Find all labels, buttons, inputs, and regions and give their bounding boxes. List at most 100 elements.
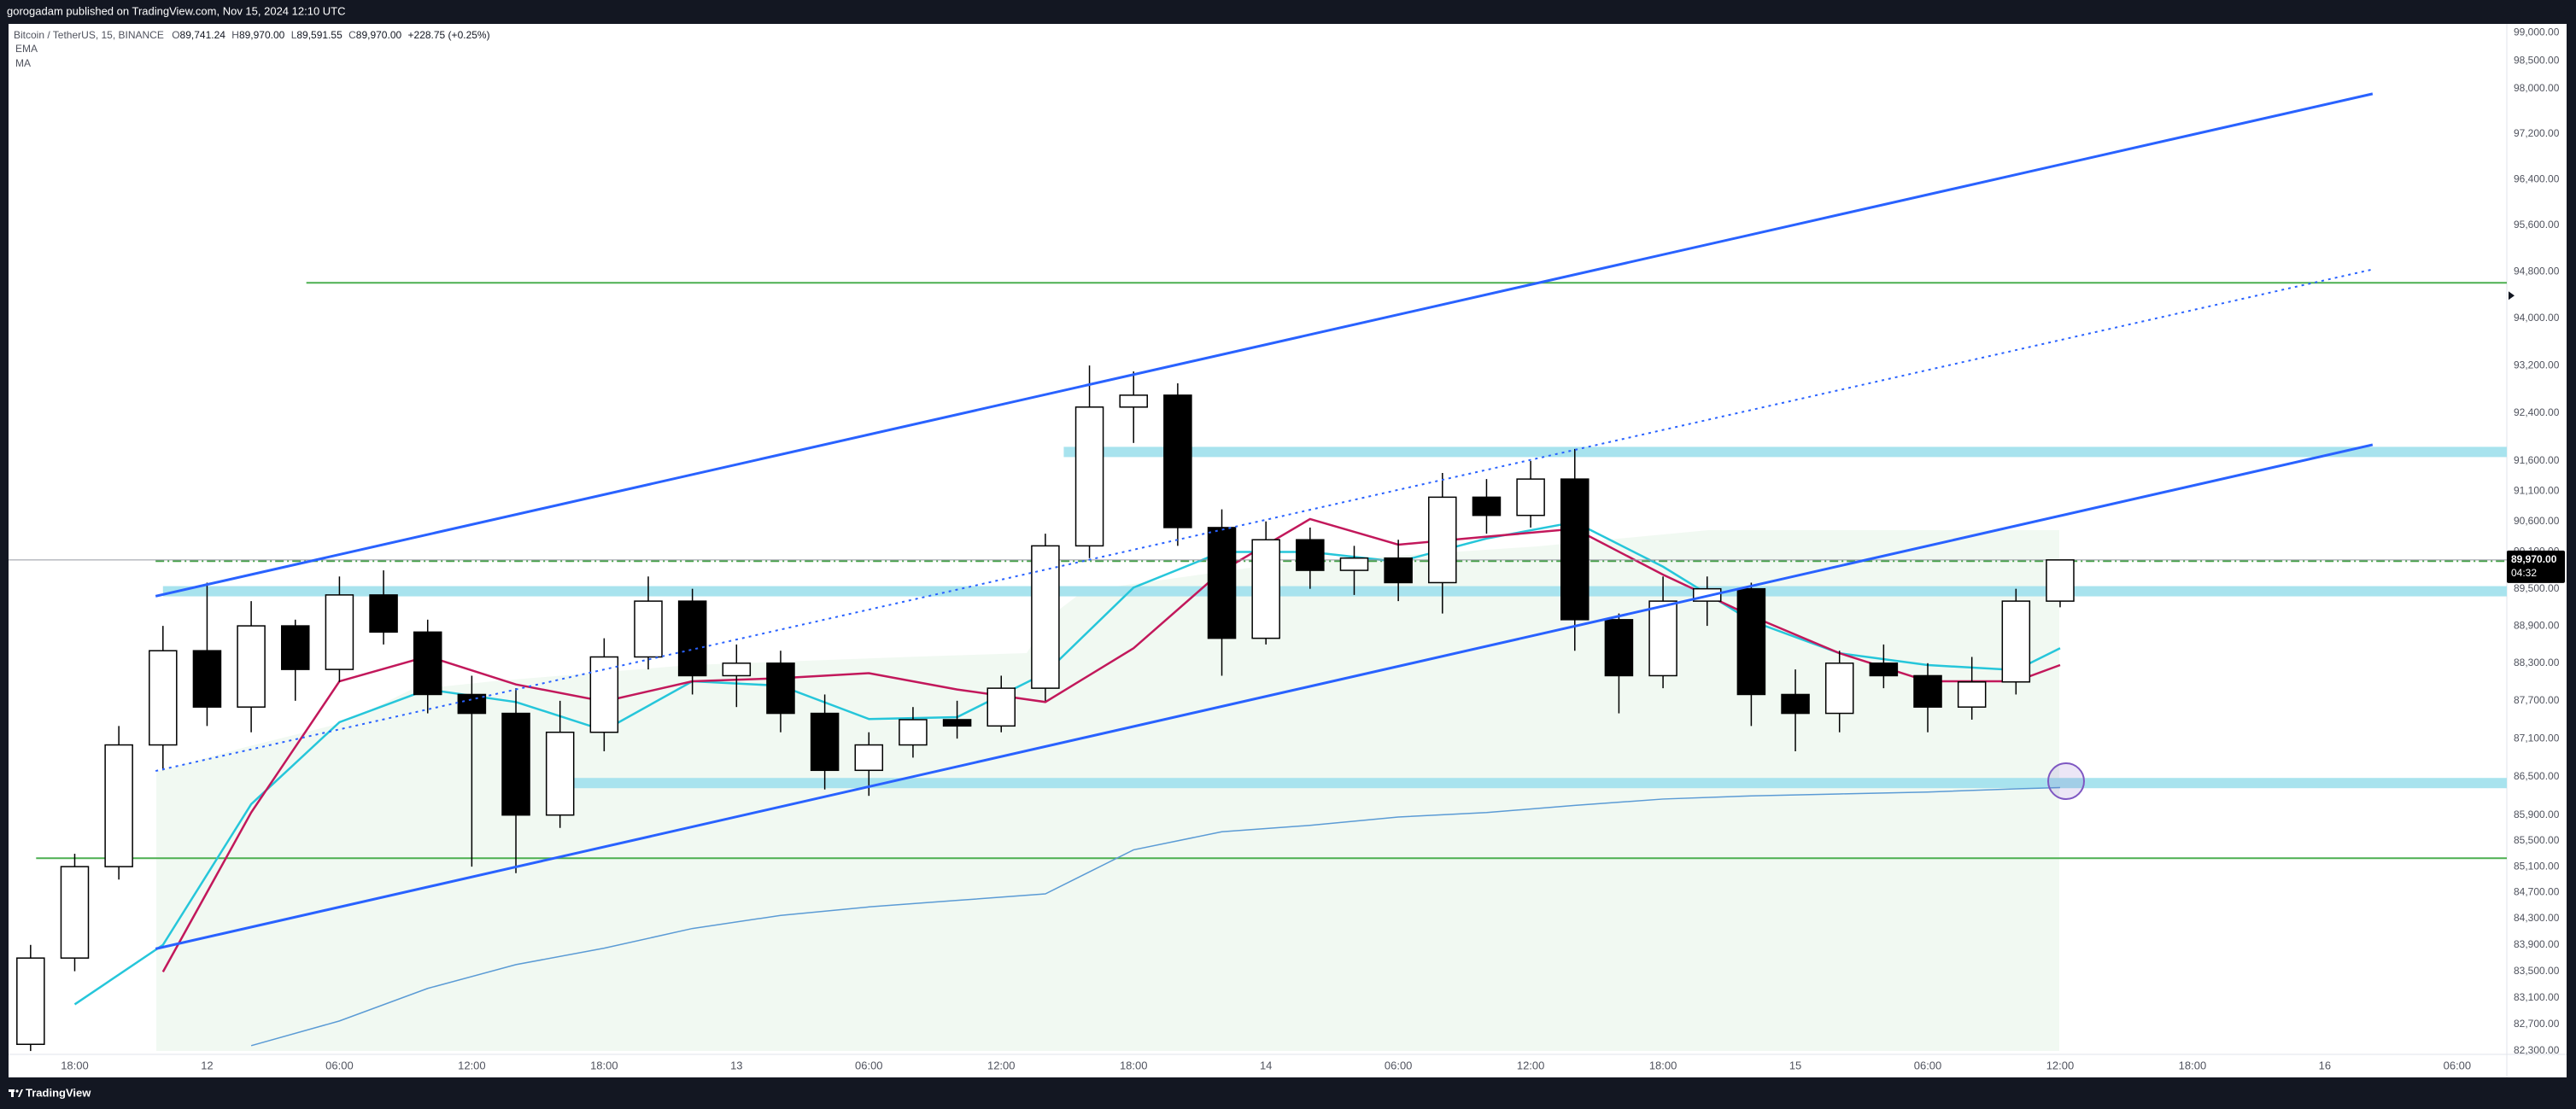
candle-body bbox=[1781, 693, 1810, 715]
candle-body bbox=[1648, 600, 1677, 677]
y-tick-label: 92,400.00 bbox=[2514, 406, 2560, 418]
x-tick-label: 18:00 bbox=[590, 1059, 618, 1071]
logo-part bbox=[18, 1089, 23, 1097]
candle-body bbox=[1957, 681, 1987, 708]
logo-part bbox=[11, 1089, 14, 1097]
y-tick-label: 84,700.00 bbox=[2514, 886, 2560, 898]
y-tick-label: 86,500.00 bbox=[2514, 770, 2560, 782]
y-tick-label: 84,300.00 bbox=[2514, 912, 2560, 924]
candle-body bbox=[810, 712, 840, 772]
candle-body bbox=[1074, 406, 1104, 547]
candle-body bbox=[369, 594, 398, 633]
ohlc-value: 89,970.00 bbox=[239, 29, 285, 41]
level-marker bbox=[2509, 291, 2515, 301]
y-tick-label: 97,200.00 bbox=[2514, 127, 2560, 139]
brand-logo bbox=[9, 1089, 23, 1097]
candle-body bbox=[766, 662, 795, 715]
candle-body bbox=[1736, 587, 1766, 696]
ohlc-label: H bbox=[231, 29, 239, 41]
countdown-label: 04:32 bbox=[2511, 567, 2537, 579]
x-tick-label: 12:00 bbox=[987, 1059, 1016, 1071]
x-tick-label: 06:00 bbox=[1914, 1059, 1942, 1071]
legend-entry: EMA bbox=[15, 43, 38, 55]
ohlc-label: O bbox=[172, 29, 179, 41]
y-tick-label: 85,500.00 bbox=[2514, 834, 2560, 846]
x-tick-label: 12:00 bbox=[1517, 1059, 1545, 1071]
last-price-box bbox=[2507, 550, 2565, 583]
average-line bbox=[250, 786, 2061, 1047]
y-tick-label: 88,300.00 bbox=[2514, 657, 2560, 668]
zone bbox=[565, 778, 2507, 789]
symbol: Bitcoin / TetherUS, 15, BINANCE bbox=[14, 29, 164, 41]
candle-body bbox=[1913, 674, 1942, 708]
y-tick-label: 91,600.00 bbox=[2514, 454, 2560, 466]
candle-body bbox=[1472, 496, 1502, 517]
y-tick-label: 96,400.00 bbox=[2514, 172, 2560, 184]
candle-body bbox=[457, 693, 487, 715]
logo-part bbox=[15, 1089, 19, 1093]
x-tick-label: 18:00 bbox=[2179, 1059, 2207, 1071]
y-tick-label: 94,800.00 bbox=[2514, 265, 2560, 277]
trend-line bbox=[155, 268, 2374, 773]
y-tick-label: 91,100.00 bbox=[2514, 484, 2560, 496]
candle-body bbox=[1428, 496, 1457, 584]
y-tick-label: 82,300.00 bbox=[2514, 1044, 2560, 1056]
candle-body bbox=[1384, 557, 1413, 584]
candle-body bbox=[854, 744, 884, 772]
candle-body bbox=[942, 719, 972, 727]
candle-body bbox=[722, 662, 752, 677]
candle-body bbox=[280, 625, 310, 670]
candle-body bbox=[545, 731, 575, 816]
ohlc-value: 89,591.55 bbox=[296, 29, 342, 41]
candle-body bbox=[1560, 478, 1590, 621]
brand: TradingView bbox=[26, 1086, 91, 1099]
y-tick-label: 83,900.00 bbox=[2514, 938, 2560, 950]
candle-body bbox=[634, 600, 663, 658]
candle-body bbox=[501, 712, 530, 816]
y-tick-label: 89,500.00 bbox=[2514, 582, 2560, 594]
candle-body bbox=[589, 656, 619, 733]
ohlc-label: C bbox=[348, 29, 356, 41]
last-price-label: 89,970.00 bbox=[2511, 553, 2557, 565]
indicator-line bbox=[161, 517, 2061, 973]
legend-entry: MA bbox=[15, 57, 31, 69]
x-tick-label: 18:00 bbox=[1120, 1059, 1148, 1071]
x-tick-label: 15 bbox=[1789, 1059, 1801, 1071]
candle-body bbox=[192, 650, 222, 708]
ohlc-value: 89,970.00 bbox=[356, 29, 402, 41]
trend-line bbox=[155, 443, 2374, 950]
y-tick-label: 83,500.00 bbox=[2514, 965, 2560, 977]
candle-body bbox=[1824, 662, 1854, 715]
candle-body bbox=[149, 650, 178, 746]
y-tick-label: 88,900.00 bbox=[2514, 619, 2560, 631]
y-tick-label: 93,200.00 bbox=[2514, 359, 2560, 371]
candle-body bbox=[1516, 478, 1545, 517]
x-tick-label: 13 bbox=[730, 1059, 742, 1071]
y-tick-label: 85,900.00 bbox=[2514, 808, 2560, 820]
candle-body bbox=[2046, 559, 2075, 602]
indicator-line bbox=[73, 521, 2061, 1006]
candle-body bbox=[1251, 539, 1280, 639]
x-tick-label: 06:00 bbox=[325, 1059, 354, 1071]
y-tick-label: 98,000.00 bbox=[2514, 82, 2560, 94]
candle-body bbox=[1163, 394, 1192, 528]
y-tick-label: 85,100.00 bbox=[2514, 860, 2560, 872]
y-tick-label: 90,600.00 bbox=[2514, 515, 2560, 527]
shaded-region bbox=[156, 530, 2059, 1051]
ohlc-label: L bbox=[291, 29, 297, 41]
x-tick-label: 06:00 bbox=[2444, 1059, 2472, 1071]
candle-body bbox=[1296, 539, 1325, 571]
x-tick-label: 12:00 bbox=[458, 1059, 486, 1071]
x-tick-label: 14 bbox=[1260, 1059, 1272, 1071]
symbol-legend: Bitcoin / TetherUS, 15, BINANCE O89,741.… bbox=[14, 29, 490, 41]
ohlc-change: +228.75 (+0.25%) bbox=[408, 29, 490, 41]
x-tick-label: 06:00 bbox=[855, 1059, 883, 1071]
candle-body bbox=[104, 744, 133, 867]
plot-area bbox=[9, 92, 2507, 1052]
candle-body bbox=[1207, 527, 1237, 639]
trend-line bbox=[155, 92, 2374, 598]
ohlc-value: 89,741.24 bbox=[180, 29, 226, 41]
candle-body bbox=[1604, 619, 1634, 677]
chart-title: gorogadam published on TradingView.com, … bbox=[7, 4, 346, 17]
